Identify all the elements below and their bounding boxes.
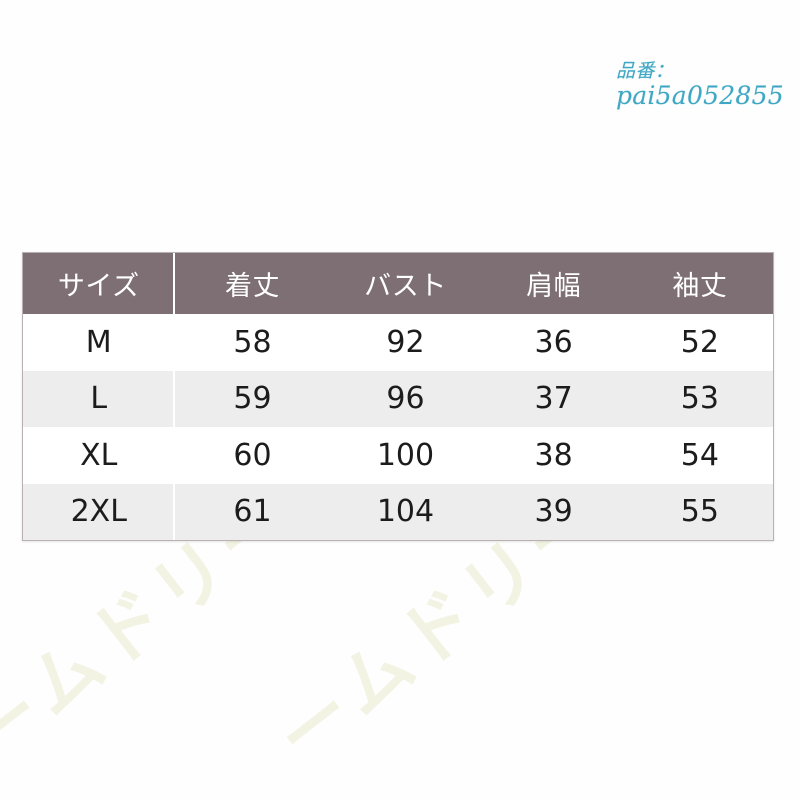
table-row: 2XL 61 104 39 55 — [23, 483, 773, 540]
cell-sleeve: 54 — [626, 427, 773, 484]
column-header-bust: バスト — [330, 253, 481, 314]
column-header-size: サイズ — [23, 253, 175, 314]
cell-length: 60 — [174, 427, 331, 484]
cell-bust: 92 — [330, 314, 481, 371]
cell-bust: 100 — [330, 427, 481, 484]
cell-length: 61 — [174, 483, 331, 540]
column-header-shoulder: 肩幅 — [480, 253, 627, 314]
header-row: サイズ 着丈 バスト 肩幅 袖丈 — [23, 253, 773, 314]
cell-length: 59 — [174, 370, 331, 427]
size-chart-header: サイズ 着丈 バスト 肩幅 袖丈 — [23, 253, 773, 314]
column-header-length: 着丈 — [174, 253, 331, 314]
cell-length: 58 — [174, 314, 331, 371]
product-code-label: 品番： — [616, 60, 675, 82]
cell-size: 2XL — [23, 483, 175, 540]
cell-sleeve: 52 — [626, 314, 773, 371]
size-chart: サイズ 着丈 バスト 肩幅 袖丈 M 58 92 36 52 L 59 — [22, 252, 774, 541]
cell-size: M — [23, 314, 175, 371]
cell-shoulder: 38 — [480, 427, 627, 484]
cell-size: L — [23, 370, 175, 427]
cell-shoulder: 36 — [480, 314, 627, 371]
size-chart-table: サイズ 着丈 バスト 肩幅 袖丈 M 58 92 36 52 L 59 — [23, 253, 773, 540]
cell-sleeve: 55 — [626, 483, 773, 540]
cell-size: XL — [23, 427, 175, 484]
table-row: XL 60 100 38 54 — [23, 427, 773, 484]
product-code-value: pai5a052855 — [616, 81, 784, 111]
cell-bust: 104 — [330, 483, 481, 540]
cell-sleeve: 53 — [626, 370, 773, 427]
cell-bust: 96 — [330, 370, 481, 427]
size-chart-body: M 58 92 36 52 L 59 96 37 53 XL 60 100 — [23, 314, 773, 540]
table-row: L 59 96 37 53 — [23, 370, 773, 427]
column-header-sleeve: 袖丈 — [626, 253, 773, 314]
product-code-watermark: 品番： pai5a052855 — [616, 60, 784, 111]
cell-shoulder: 39 — [480, 483, 627, 540]
table-row: M 58 92 36 52 — [23, 314, 773, 371]
cell-shoulder: 37 — [480, 370, 627, 427]
